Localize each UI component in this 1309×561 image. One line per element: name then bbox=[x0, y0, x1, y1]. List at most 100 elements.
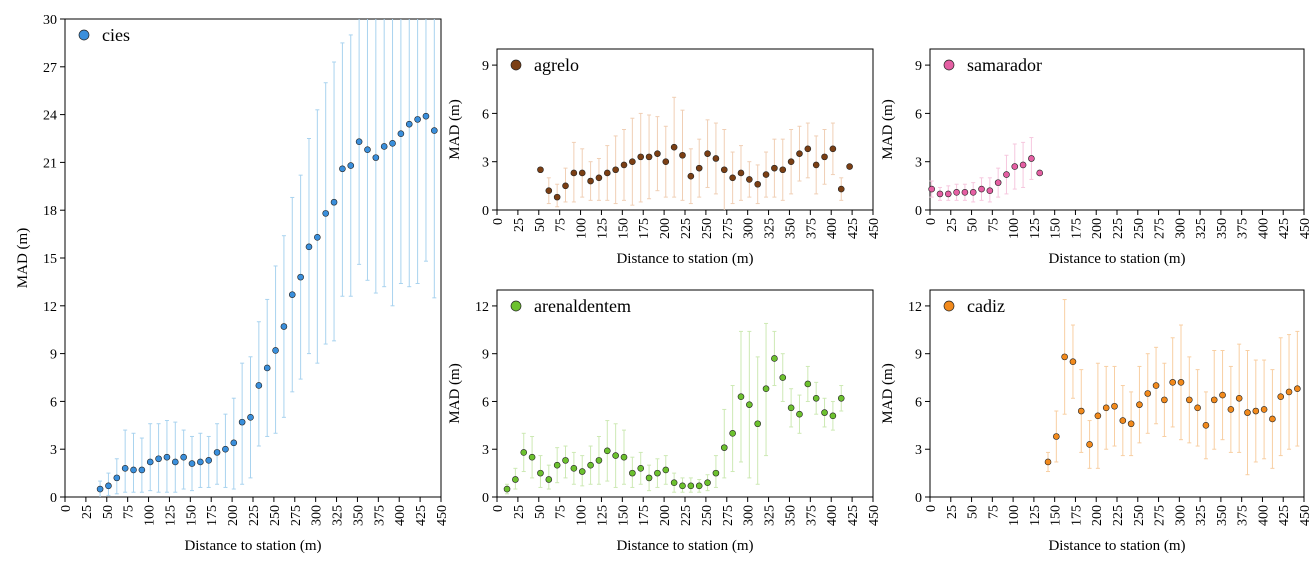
data-point bbox=[297, 273, 304, 281]
y-tick-label: 6 bbox=[482, 107, 489, 122]
x-tick-label: 225 bbox=[679, 218, 694, 239]
x-tick-label: 50 bbox=[533, 218, 548, 232]
x-tick-label: 425 bbox=[846, 218, 861, 239]
y-tick-label: 30 bbox=[43, 13, 57, 28]
x-tick-label: 425 bbox=[1277, 218, 1292, 239]
x-tick-label: 225 bbox=[1111, 218, 1126, 239]
data-point bbox=[746, 401, 753, 408]
data-point bbox=[662, 466, 670, 474]
legend-marker bbox=[78, 29, 90, 41]
data-point bbox=[986, 187, 994, 194]
data-point bbox=[130, 466, 137, 474]
x-tick-label: 100 bbox=[575, 505, 590, 526]
data-point bbox=[1011, 163, 1019, 170]
data-point bbox=[804, 145, 812, 153]
data-point bbox=[1119, 417, 1127, 424]
data-point bbox=[389, 139, 396, 147]
y-tick-label: 15 bbox=[43, 252, 57, 267]
x-tick-label: 300 bbox=[1173, 505, 1188, 526]
data-point bbox=[944, 190, 952, 198]
data-point bbox=[537, 166, 544, 174]
x-tick-label: 100 bbox=[143, 505, 158, 526]
legend-label: agrelo bbox=[534, 55, 579, 75]
data-point bbox=[603, 447, 611, 455]
data-point bbox=[1161, 396, 1168, 404]
x-tick-label: 175 bbox=[1069, 505, 1084, 526]
data-point bbox=[829, 145, 837, 153]
data-point bbox=[994, 179, 1002, 186]
x-tick-label: 450 bbox=[1298, 218, 1309, 239]
x-tick-label: 350 bbox=[783, 505, 798, 526]
data-point bbox=[355, 138, 363, 145]
x-tick-label: 200 bbox=[1090, 218, 1105, 239]
y-tick-label: 9 bbox=[482, 59, 489, 74]
x-axis-label: Distance to station (m) bbox=[616, 538, 753, 554]
x-tick-label: 75 bbox=[554, 505, 569, 519]
x-tick-label: 75 bbox=[554, 218, 569, 232]
x-tick-label: 375 bbox=[804, 218, 819, 239]
x-tick-label: 425 bbox=[414, 505, 429, 526]
data-point bbox=[121, 465, 129, 472]
chart-panel-arenaldentem: 0 3 6 9 12 0 25 50 75 100 125 150 175 200 225 250 275 300… bbox=[447, 289, 882, 554]
data-point bbox=[1244, 409, 1251, 416]
x-tick-label: 400 bbox=[825, 505, 840, 526]
data-point bbox=[347, 162, 355, 169]
y-tick-label: 27 bbox=[43, 61, 57, 76]
x-tick-label: 400 bbox=[393, 505, 408, 526]
data-point bbox=[837, 394, 845, 402]
data-point bbox=[1202, 422, 1210, 429]
data-point bbox=[936, 190, 944, 198]
data-point bbox=[1294, 385, 1301, 393]
data-point bbox=[687, 482, 695, 490]
data-point bbox=[205, 457, 213, 464]
x-tick-label: 175 bbox=[205, 505, 220, 526]
y-tick-label: 24 bbox=[43, 109, 57, 124]
data-point bbox=[654, 150, 661, 157]
x-tick-label: 250 bbox=[1132, 505, 1147, 526]
data-point bbox=[796, 410, 803, 418]
x-tick-label: 300 bbox=[742, 218, 757, 239]
x-tick-label: 25 bbox=[945, 218, 960, 232]
x-tick-label: 100 bbox=[575, 218, 590, 239]
y-tick-label: 9 bbox=[915, 348, 922, 363]
x-tick-label: 450 bbox=[867, 218, 882, 239]
x-tick-label: 275 bbox=[721, 218, 736, 239]
legend-label: samarador bbox=[967, 55, 1042, 75]
data-point bbox=[155, 455, 162, 463]
data-point bbox=[230, 439, 238, 447]
data-point bbox=[113, 474, 121, 482]
data-point bbox=[1169, 379, 1176, 386]
x-tick-label: 25 bbox=[512, 505, 527, 519]
x-tick-label: 400 bbox=[1256, 505, 1271, 526]
data-point bbox=[1127, 420, 1135, 428]
data-point bbox=[612, 166, 619, 174]
data-point bbox=[570, 169, 578, 177]
x-tick-label: 125 bbox=[595, 505, 610, 526]
data-point bbox=[969, 188, 977, 196]
data-point bbox=[1019, 161, 1027, 169]
legend-label: cies bbox=[102, 25, 130, 45]
data-point bbox=[812, 161, 820, 169]
x-tick-label: 150 bbox=[1049, 505, 1064, 526]
data-point bbox=[537, 469, 544, 477]
x-axis-label: Distance to station (m) bbox=[1048, 251, 1185, 267]
data-point bbox=[431, 127, 438, 134]
data-point bbox=[796, 150, 803, 157]
x-tick-label: 75 bbox=[986, 505, 1001, 519]
y-tick-label: 3 bbox=[482, 156, 489, 171]
y-tick-label: 12 bbox=[43, 300, 57, 315]
y-tick-label: 21 bbox=[43, 156, 57, 171]
y-axis-label: MAD (m) bbox=[15, 228, 31, 288]
data-point bbox=[1044, 458, 1052, 466]
data-point bbox=[188, 460, 196, 467]
data-point bbox=[364, 146, 371, 153]
data-point bbox=[603, 169, 611, 177]
data-point bbox=[503, 485, 511, 493]
data-point bbox=[846, 163, 853, 170]
y-tick-label: 12 bbox=[475, 300, 489, 315]
data-point bbox=[570, 465, 578, 472]
data-point bbox=[687, 172, 695, 180]
x-tick-label: 375 bbox=[804, 505, 819, 526]
